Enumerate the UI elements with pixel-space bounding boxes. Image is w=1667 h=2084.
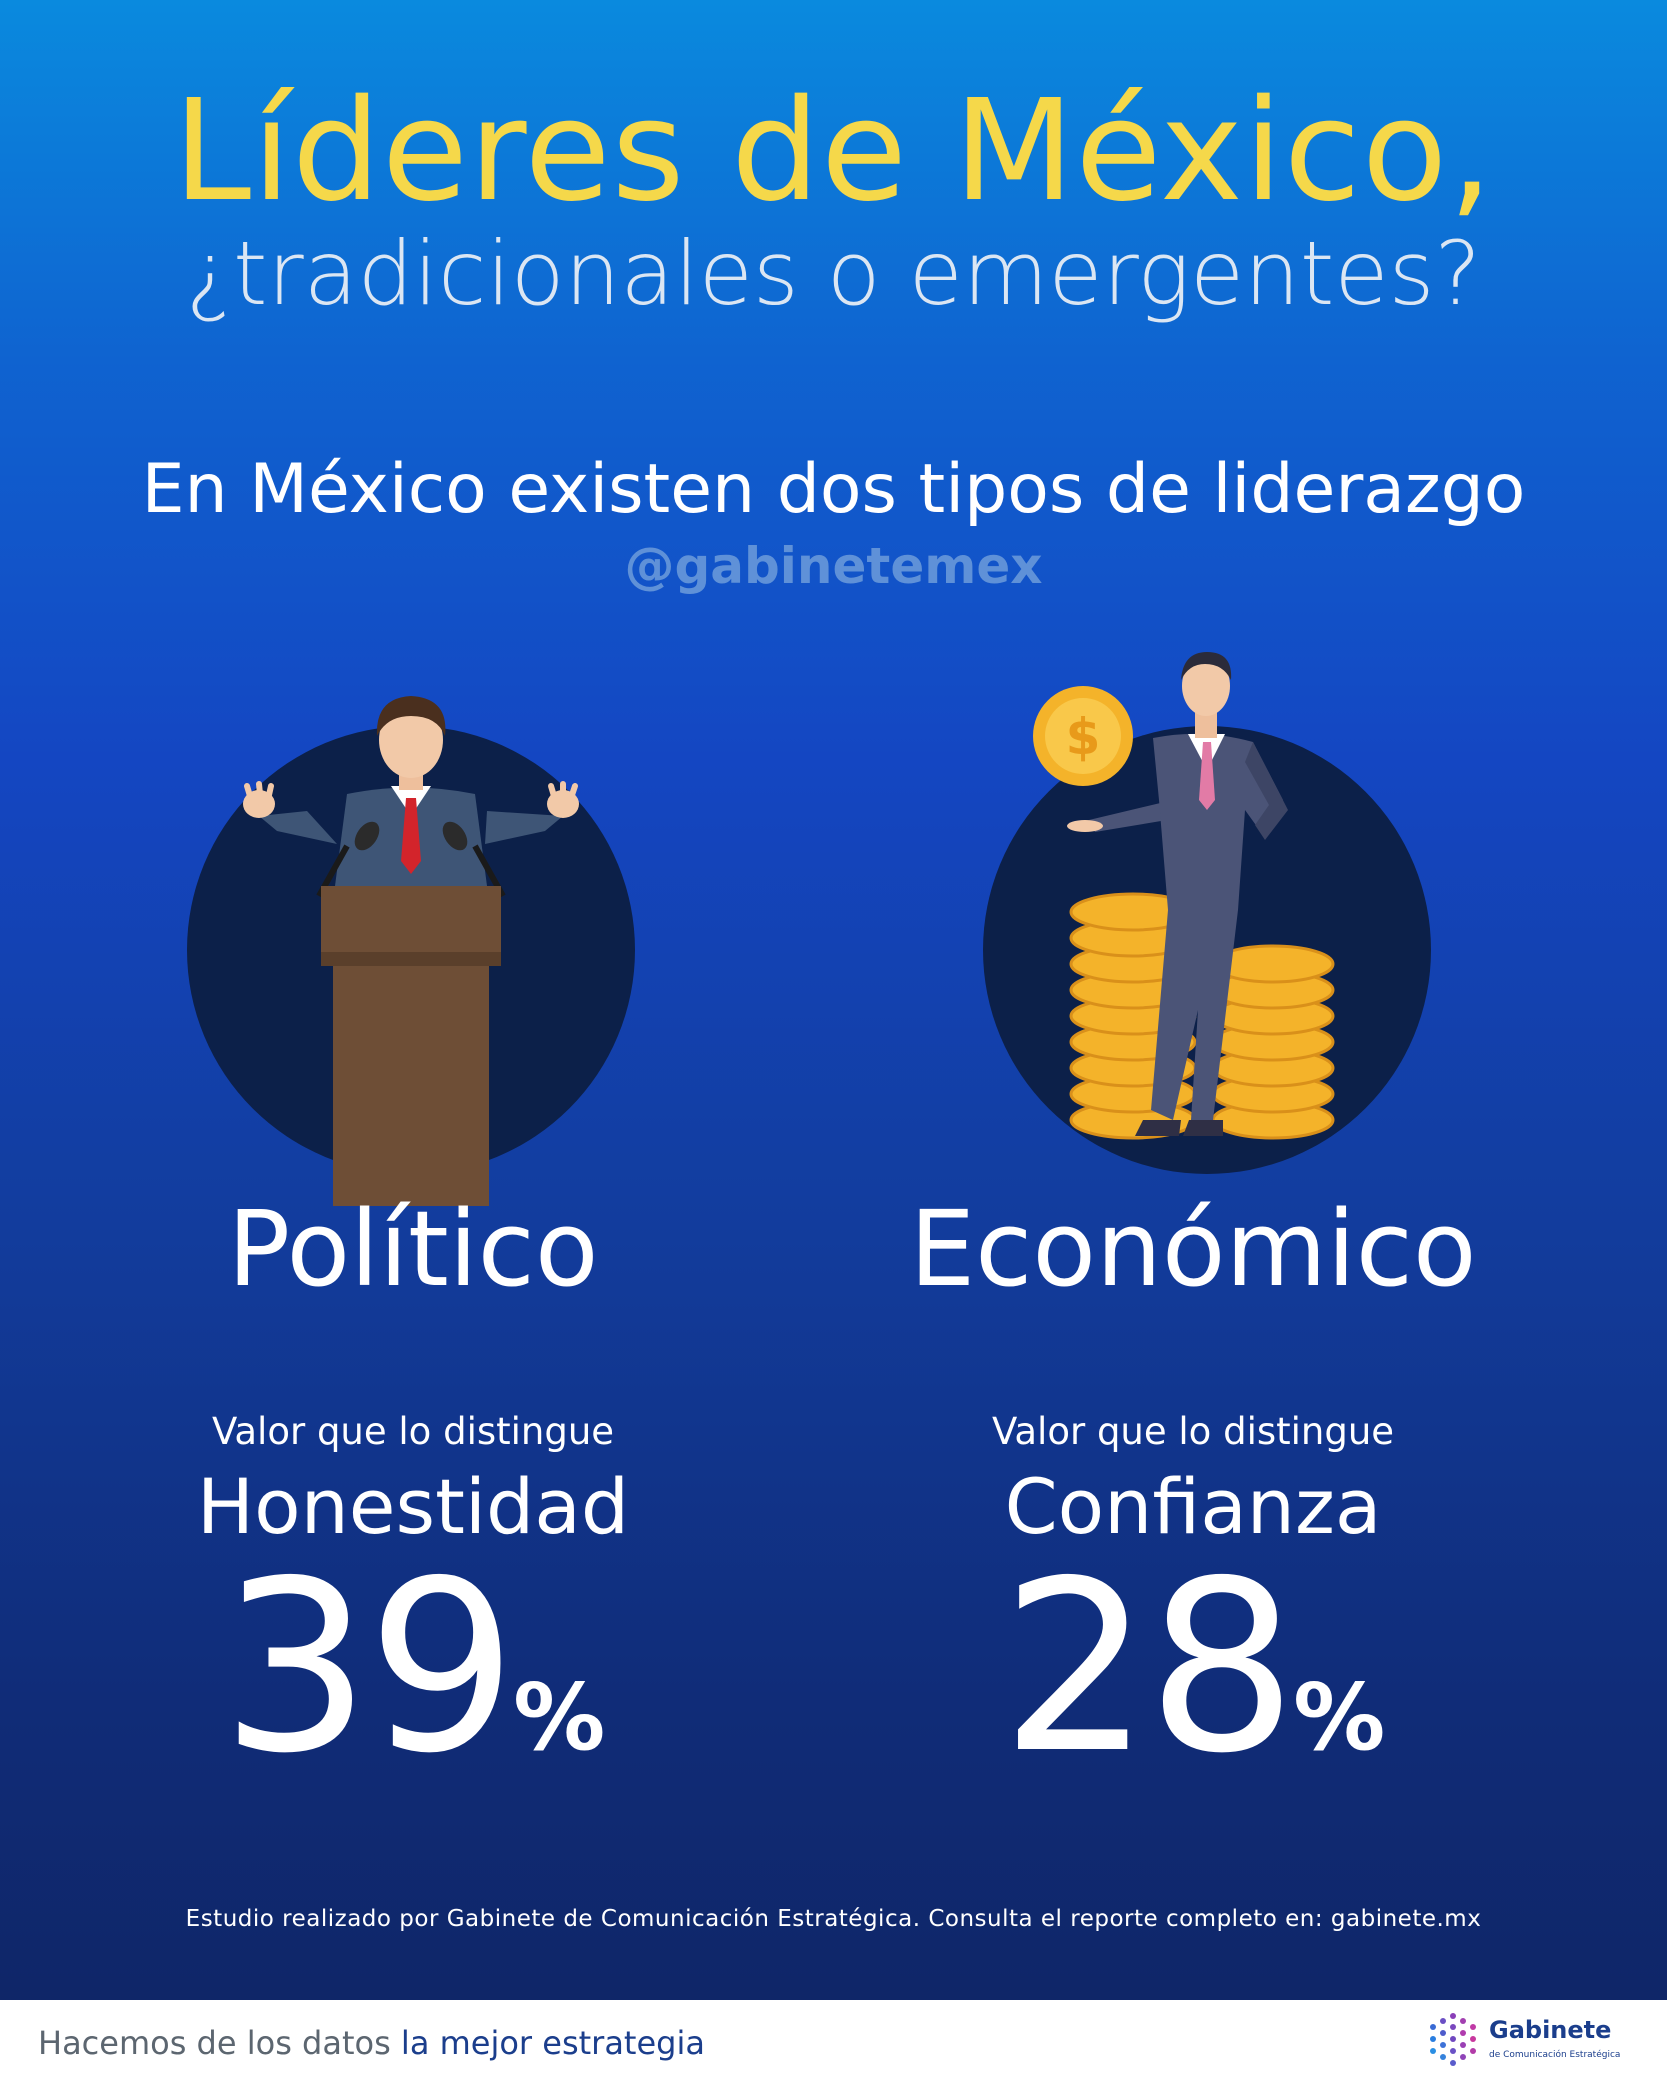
percent-economico: 28% — [843, 1550, 1543, 1786]
tagline: Hacemos de los datos la mejor estrategia — [38, 2024, 705, 2062]
brand-subtitle: de Comunicación Estratégica — [1489, 2050, 1621, 2060]
page-subtitle: ¿tradicionales o emergentes? — [185, 222, 1482, 325]
footer-bar: Hacemos de los datos la mejor estrategia — [0, 2000, 1667, 2084]
value-caption-economico: Valor que lo distingue — [991, 1410, 1395, 1453]
percent-number-politico: 39 — [220, 1530, 517, 1805]
svg-text:$: $ — [1066, 708, 1101, 766]
brand-logo: Gabinete de Comunicación Estratégica — [1423, 2010, 1620, 2076]
tagline-plain: Hacemos de los datos — [38, 2024, 401, 2062]
source-note: Estudio realizado por Gabinete de Comuni… — [185, 1906, 1482, 1932]
infographic-poster: Líderes de México, ¿tradicionales o emer… — [0, 0, 1667, 2000]
value-caption-politico: Valor que lo distingue — [211, 1410, 615, 1453]
value-name-politico: Honestidad — [196, 1462, 630, 1551]
percent-politico: 39% — [63, 1550, 763, 1786]
social-handle: @gabinetemex — [624, 537, 1043, 595]
percent-number-economico: 28 — [1000, 1530, 1297, 1805]
leader-type-economico: Económico — [909, 1188, 1477, 1310]
brand-name: Gabinete — [1489, 2016, 1612, 2044]
politician-podium-icon — [243, 696, 579, 1206]
percent-sign-politico: % — [513, 1664, 606, 1771]
value-name-economico: Confianza — [1004, 1462, 1382, 1551]
tagline-emphasis: la mejor estrategia — [400, 2024, 705, 2062]
percent-sign-economico: % — [1293, 1664, 1386, 1771]
intro-text: En México existen dos tipos de liderazgo — [141, 450, 1526, 529]
leader-type-politico: Político — [227, 1188, 599, 1310]
businessman-coins-icon: $ — [1033, 652, 1335, 1140]
page-title: Líderes de México, — [173, 70, 1494, 233]
gabinete-logo-icon — [1430, 2013, 1476, 2066]
